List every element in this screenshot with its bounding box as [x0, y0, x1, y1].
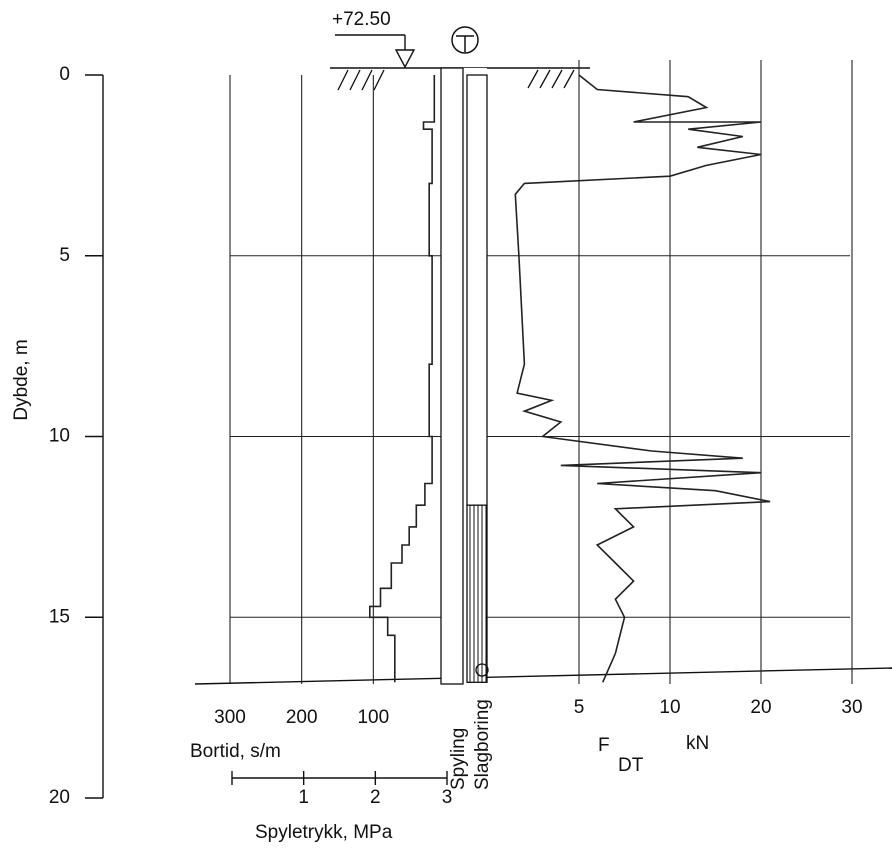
water-symbol [451, 26, 479, 54]
x-axis-label: Bortid, s/m [190, 741, 281, 762]
force-tick-label: 20 [750, 697, 771, 718]
force-label: F [598, 735, 610, 756]
elevation-label: +72.50 [332, 9, 391, 30]
x-tick-label: 200 [286, 707, 318, 728]
bortid-curve [369, 75, 436, 683]
end-line [194, 667, 892, 685]
pressure-tick-label: 1 [298, 787, 309, 808]
column-interval [466, 504, 488, 683]
y-tick-label: 10 [49, 426, 70, 447]
column-interval [466, 74, 488, 506]
force-tick-label: 30 [841, 697, 862, 718]
y-tick-label: 20 [49, 787, 70, 808]
force-curve [514, 74, 771, 683]
column-outline [440, 67, 464, 685]
force-label-sub: DT [618, 755, 644, 776]
elevation-marker [394, 49, 416, 69]
pressure-tick-label: 3 [442, 787, 453, 808]
column-label: Slagboring [472, 699, 493, 790]
y-tick-label: 15 [49, 606, 70, 627]
x-tick-label: 300 [214, 707, 246, 728]
y-axis-label: Dybde, m [11, 339, 32, 420]
pressure-tick-label: 2 [370, 787, 381, 808]
y-tick-label: 0 [59, 64, 70, 85]
pressure-axis-label: Spyletrykk, MPa [255, 822, 393, 843]
y-tick-label: 5 [59, 245, 70, 266]
force-unit: kN [686, 733, 709, 754]
force-tick-label: 10 [659, 697, 680, 718]
column-label: Spyling [448, 728, 469, 790]
x-tick-label: 100 [357, 707, 389, 728]
ground-hatch [337, 69, 575, 91]
probe-tip [475, 663, 489, 677]
force-tick-label: 5 [574, 697, 585, 718]
